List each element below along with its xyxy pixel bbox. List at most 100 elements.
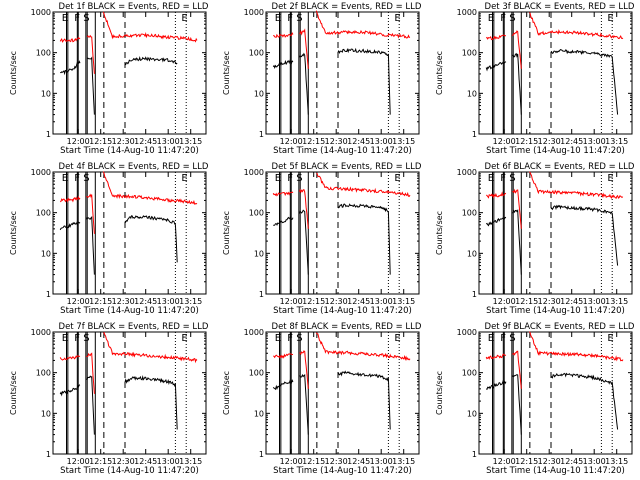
marker-label: E <box>488 173 494 184</box>
events-line <box>337 47 391 115</box>
events-line <box>298 52 309 115</box>
events-line <box>59 384 81 397</box>
lld-line <box>86 34 95 74</box>
marker-label: S <box>83 13 89 24</box>
panel-title: Det 2f BLACK = Events, RED = LLD <box>272 2 422 12</box>
marker-label: E <box>488 13 494 24</box>
lld-line <box>511 30 522 69</box>
x-tick-label: 13:15 <box>605 137 628 146</box>
plot-frame <box>478 331 633 455</box>
events-line <box>124 215 178 263</box>
y-tick-label: 1000 <box>457 168 477 177</box>
x-tick-label: 12:15 <box>515 137 538 146</box>
x-axis-label: Start Time (14-Aug-10 11:47:20) <box>273 306 412 316</box>
x-tick-label: 12:15 <box>515 457 538 466</box>
plot-frame <box>52 331 207 455</box>
panel-title: Det 9f BLACK = Events, RED = LLD <box>485 322 635 332</box>
marker-label: E <box>275 333 281 344</box>
y-tick-label: 1000 <box>244 8 264 17</box>
y-tick-label: 100 <box>462 49 477 58</box>
marker-label: F <box>500 333 506 344</box>
x-tick-label: 13:15 <box>392 297 415 306</box>
y-tick-label: 1 <box>472 450 477 459</box>
x-tick-label: 13:00 <box>157 457 180 466</box>
x-tick-label: 12:15 <box>302 137 325 146</box>
x-tick-label: 13:00 <box>583 137 606 146</box>
x-axis-label: Start Time (14-Aug-10 11:47:20) <box>60 466 199 476</box>
x-axis-label: Start Time (14-Aug-10 11:47:20) <box>273 146 412 156</box>
y-tick-label: 100 <box>249 209 264 218</box>
x-tick-label: 13:15 <box>179 457 202 466</box>
y-tick-label: 1000 <box>244 168 264 177</box>
lld-line <box>529 12 624 40</box>
x-tick-label: 12:00 <box>493 457 516 466</box>
plot-frame <box>52 171 207 295</box>
x-tick-label: 12:00 <box>493 137 516 146</box>
x-tick-label: 13:00 <box>157 297 180 306</box>
x-tick-label: 12:00 <box>280 457 303 466</box>
marker-label: S <box>296 173 302 184</box>
marker-label: E <box>62 333 68 344</box>
lld-line <box>485 34 506 41</box>
marker-label: S <box>296 13 302 24</box>
y-tick-label: 1000 <box>31 8 51 17</box>
marker-label: F <box>74 333 80 344</box>
x-tick-label: 12:00 <box>67 457 90 466</box>
y-tick-label: 100 <box>462 209 477 218</box>
events-line <box>485 216 507 227</box>
x-tick-label: 13:15 <box>179 137 202 146</box>
marker-label: F <box>500 173 506 184</box>
events-line <box>511 374 522 435</box>
marker-label: E <box>394 333 400 344</box>
events-line <box>272 378 294 391</box>
lld-line <box>102 11 198 43</box>
marker-label: E <box>181 333 187 344</box>
x-tick-label: 12:15 <box>89 457 112 466</box>
x-tick-label: 13:00 <box>157 137 180 146</box>
marker-label: S <box>509 333 515 344</box>
x-tick-label: 12:45 <box>560 137 583 146</box>
x-tick-label: 12:15 <box>89 137 112 146</box>
x-tick-label: 12:45 <box>134 457 157 466</box>
y-axis-label: Counts/sec <box>435 371 444 415</box>
events-line <box>550 372 619 430</box>
lld-line <box>315 10 411 39</box>
panel-title: Det 6f BLACK = Events, RED = LLD <box>485 162 635 172</box>
events-line <box>299 373 309 435</box>
lld-line <box>485 353 507 361</box>
y-tick-label: 10 <box>254 89 264 98</box>
lld-line <box>529 331 624 362</box>
marker-label: E <box>394 173 400 184</box>
marker-label: F <box>74 173 80 184</box>
y-tick-label: 10 <box>467 249 477 258</box>
y-axis-label: Counts/sec <box>435 51 444 95</box>
x-tick-label: 12:45 <box>134 297 157 306</box>
x-tick-label: 12:45 <box>347 457 370 466</box>
lld-line <box>299 28 309 69</box>
events-line <box>85 215 95 275</box>
panel-title: Det 5f BLACK = Events, RED = LLD <box>272 162 422 172</box>
x-tick-label: 13:00 <box>583 457 606 466</box>
x-tick-label: 12:00 <box>280 137 303 146</box>
lld-line <box>60 195 81 203</box>
marker-label: E <box>607 173 613 184</box>
plot-frame <box>478 11 633 135</box>
lld-line <box>299 350 309 389</box>
y-tick-label: 100 <box>249 369 264 378</box>
x-tick-label: 12:30 <box>538 137 561 146</box>
x-axis-label: Start Time (14-Aug-10 11:47:20) <box>60 146 199 156</box>
y-tick-label: 1000 <box>31 168 51 177</box>
marker-label: E <box>181 173 187 184</box>
y-tick-label: 10 <box>467 89 477 98</box>
plot-frame <box>52 11 207 135</box>
marker-label: E <box>488 333 494 344</box>
plot-frame <box>265 331 420 455</box>
events-line <box>298 209 309 275</box>
y-tick-label: 100 <box>36 369 51 378</box>
y-tick-label: 10 <box>254 409 264 418</box>
